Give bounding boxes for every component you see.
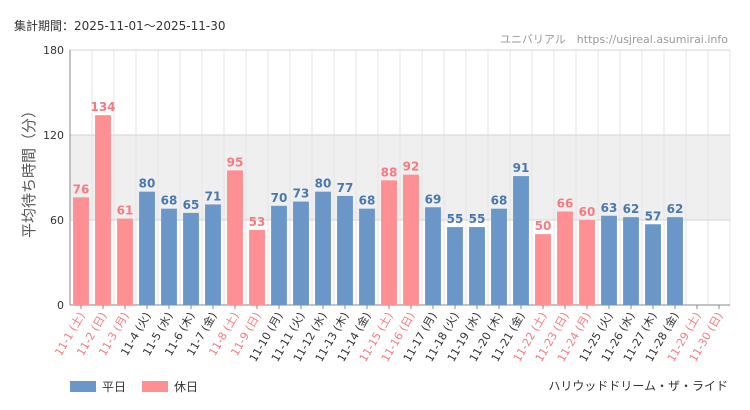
site-credit: ユニバリアル https://usjreal.asumirai.info — [499, 33, 728, 46]
bar — [513, 176, 529, 305]
data-label: 80 — [315, 177, 332, 191]
bar — [381, 180, 397, 305]
legend-label-holiday: 休日 — [174, 380, 199, 394]
data-label: 63 — [601, 201, 618, 215]
legend-item-weekday[interactable]: 平日 — [70, 378, 126, 395]
data-label: 77 — [337, 181, 354, 195]
data-label: 80 — [139, 177, 156, 191]
legend-label-weekday: 平日 — [102, 380, 127, 394]
data-label: 68 — [491, 194, 508, 208]
bar — [271, 205, 287, 305]
bar — [469, 227, 485, 305]
bar — [161, 208, 177, 305]
y-tick-label: 0 — [57, 299, 64, 312]
data-label: 69 — [425, 192, 442, 206]
data-label: 62 — [623, 202, 640, 216]
bar — [337, 195, 353, 305]
legend-item-holiday[interactable]: 休日 — [142, 378, 198, 395]
y-tick-label: 120 — [43, 129, 64, 142]
bar — [403, 174, 419, 305]
ride-name: ハリウッドドリーム・ザ・ライド — [548, 379, 728, 393]
data-label: 53 — [249, 215, 266, 229]
data-label: 66 — [557, 197, 574, 211]
data-label: 55 — [469, 212, 486, 226]
bar — [645, 224, 661, 305]
data-label: 68 — [161, 194, 178, 208]
bar — [183, 212, 199, 305]
bar — [293, 201, 309, 305]
data-label: 73 — [293, 187, 310, 201]
bar — [95, 115, 111, 306]
bar — [623, 217, 639, 305]
y-tick-label: 60 — [50, 214, 64, 227]
data-label: 62 — [667, 202, 684, 216]
bar — [579, 220, 595, 305]
data-label: 95 — [227, 155, 244, 169]
bar — [139, 191, 155, 305]
data-label: 134 — [90, 100, 115, 114]
bar — [205, 204, 221, 305]
bar — [425, 207, 441, 305]
bar — [447, 227, 463, 305]
data-label: 92 — [403, 160, 420, 174]
legend: 平日 休日 — [70, 378, 214, 395]
bar — [491, 208, 507, 305]
y-tick-label: 180 — [43, 44, 64, 57]
data-label: 76 — [73, 182, 90, 196]
period-label: 集計期間：2025-11-01～2025-11-30 — [14, 19, 226, 33]
data-label: 57 — [645, 209, 662, 223]
data-label: 91 — [513, 161, 530, 175]
data-label: 60 — [579, 205, 596, 219]
bar — [535, 234, 551, 305]
data-label: 70 — [271, 191, 288, 205]
bar — [315, 191, 331, 305]
bar — [557, 211, 573, 305]
bar — [249, 229, 265, 305]
bar — [227, 170, 243, 305]
bar — [73, 197, 89, 305]
data-label: 88 — [381, 165, 398, 179]
data-label: 65 — [183, 198, 200, 212]
legend-swatch-holiday — [142, 381, 169, 392]
bar — [601, 215, 617, 305]
data-label: 71 — [205, 189, 222, 203]
data-label: 61 — [117, 204, 134, 218]
data-label: 68 — [359, 194, 376, 208]
bar — [117, 218, 133, 305]
data-label: 55 — [447, 212, 464, 226]
bar — [359, 208, 375, 305]
bar — [667, 217, 683, 305]
data-label: 50 — [535, 219, 552, 233]
legend-swatch-weekday — [70, 381, 96, 392]
